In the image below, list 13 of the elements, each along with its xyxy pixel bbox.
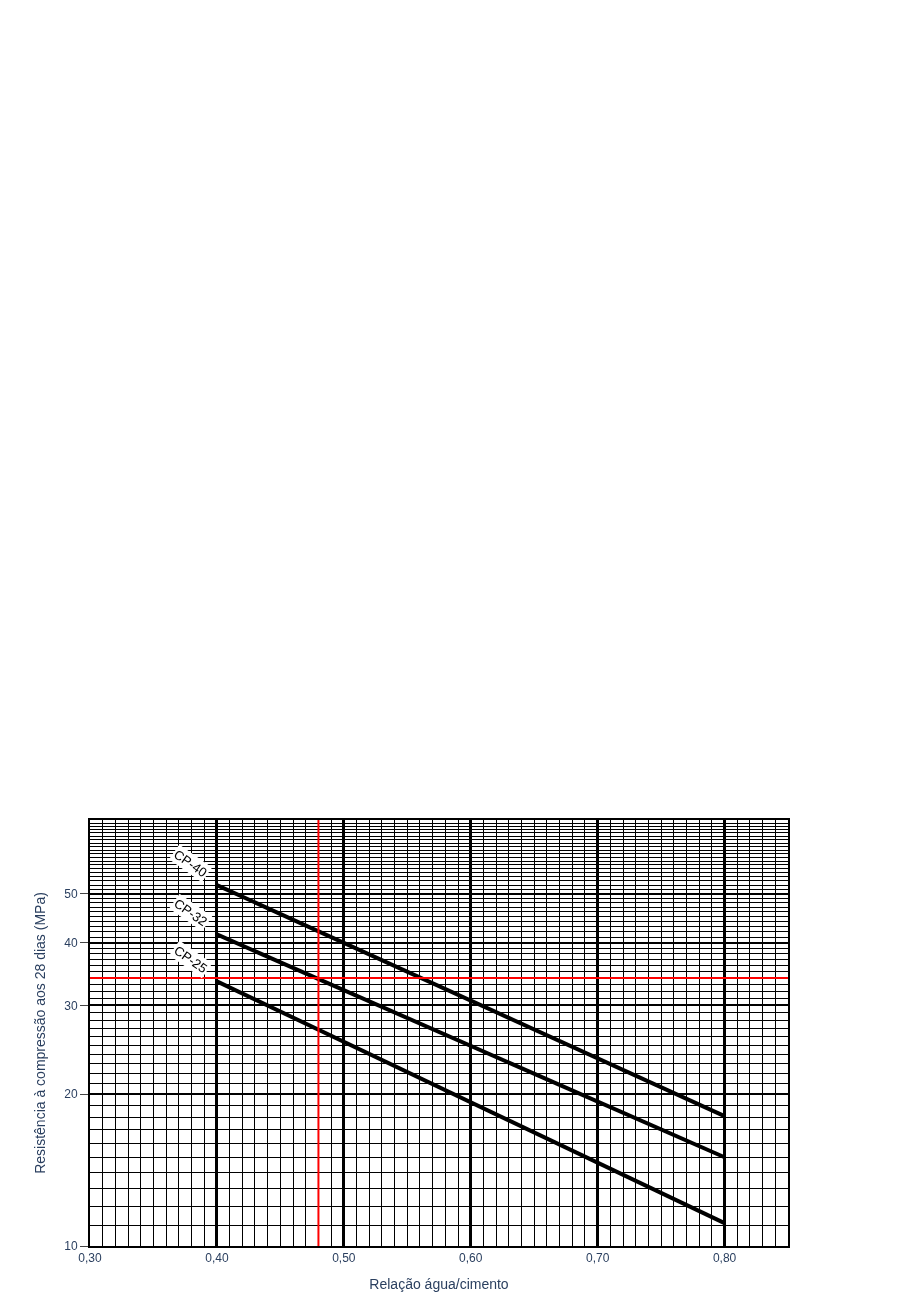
y-tick-label: 50 bbox=[64, 886, 78, 901]
x-tick-label: 0,50 bbox=[332, 1251, 356, 1266]
y-tick-label: 20 bbox=[64, 1087, 78, 1102]
x-tick-label: 0,70 bbox=[585, 1251, 610, 1266]
y-tick-label: 40 bbox=[64, 935, 78, 950]
x-axis-title: Relação água/cimento bbox=[369, 1276, 509, 1293]
x-tick-label: 0,30 bbox=[78, 1251, 102, 1266]
y-tick-label: 10 bbox=[64, 1239, 78, 1254]
y-axis-title: Resistência à compressão aos 28 dias (MPa) bbox=[32, 892, 49, 1174]
x-tick-label: 0,40 bbox=[205, 1251, 229, 1266]
y-tick-label: 30 bbox=[64, 998, 78, 1013]
x-tick-label: 0,80 bbox=[712, 1251, 737, 1266]
x-tick-label: 0,60 bbox=[459, 1251, 483, 1266]
